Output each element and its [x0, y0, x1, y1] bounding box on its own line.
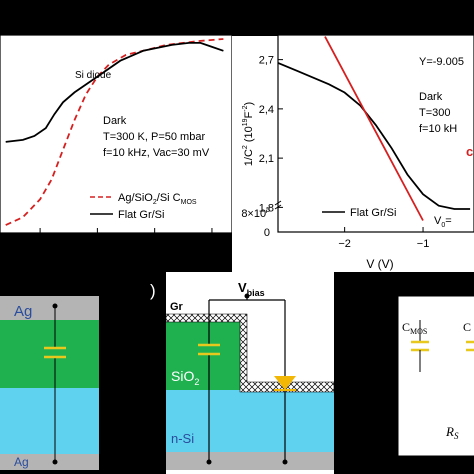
chart-a-xtick-label-0: −2: [34, 239, 47, 251]
diagram-e-frame: [397, 295, 474, 457]
diagram-d-diode-node-bottom: [282, 459, 288, 465]
diagram-d-gr-label: Gr: [170, 301, 184, 313]
chart-a-annotation-freq: f=10 kHz, Vac=30 mV: [103, 147, 210, 159]
diagram-d-vbias-label: Vbias: [238, 280, 265, 298]
chart-b-annotation-freq: f=10 kH: [419, 123, 457, 135]
diagram-d-bias-node: [244, 293, 250, 299]
chart-a-series-group: [5, 38, 224, 226]
chart-b-ytick-label-3: 2,7: [259, 55, 274, 67]
chart-a-series-line-0: [5, 38, 224, 226]
chart-a-legend-label-cmos: Ag/SiO2/Si CMOS: [118, 192, 197, 206]
panel-d-label: ): [150, 281, 156, 300]
chart-b-legend-label: Flat Gr/Si: [350, 207, 396, 219]
diagram-e-rs-label: RS: [445, 424, 459, 441]
chart-b-ytick-label-2: 2,4: [259, 104, 274, 116]
chart-a: −2 −1 0 1 Si diode Dark T=300 K, P=50 mbar …: [0, 34, 233, 271]
chart-b-ytick-label-0: 1,8: [259, 202, 274, 214]
chart-a-x-ticks: −2 −1 0 1: [34, 228, 215, 251]
chart-b-annotation-v0: V0=: [434, 215, 452, 229]
diagram-c-node-bottom: [52, 459, 58, 465]
chart-b-ytick-label-1: 2,1: [259, 153, 274, 165]
chart-b-xtick-label-1: −1: [417, 238, 430, 250]
chart-b-y-ticks: 1,8 2,1 2,4 2,7: [259, 55, 283, 214]
diagram-d-graphene-layer: [165, 313, 335, 393]
panel-b-label: (b): [235, 13, 259, 35]
chart-a-annotation-diode: Si diode: [75, 70, 112, 81]
chart-b-axis-break-1: [274, 200, 282, 206]
diagram-e-cmos-label: CMOS: [402, 320, 427, 336]
diagram-e-c2-label: C: [463, 320, 471, 334]
chart-b-frame: [277, 34, 474, 233]
chart-b-label-mask: [232, 0, 278, 36]
chart-b-ylabel: 1/C2 (1019F-2): [242, 102, 255, 166]
diagram-c-top-electrode: [0, 296, 99, 320]
chart-b-annotation-red: c: [466, 144, 473, 159]
chart-a-xlabel: V(V): [106, 257, 130, 271]
chart-b-series-line-1: [324, 36, 424, 221]
chart-a-annotation-temp: T=300 K, P=50 mbar: [103, 131, 205, 143]
chart-b-series-group: [277, 36, 471, 221]
diagram-c-top-label: Ag: [14, 303, 32, 320]
diagram-e-background: [398, 296, 474, 456]
chart-b-series-line-0: [277, 62, 471, 210]
chart-b-xlabel: V (V): [366, 257, 393, 271]
chart-b: (b) 1,8 2,1 2,4 2,7 −2 −1 8×105 0 1/C2 (1019…: [232, 0, 474, 272]
chart-a-xtick-label-3: 1: [209, 239, 215, 251]
diagram-d-diode-icon: [274, 376, 296, 390]
diagram-c-bottom-electrode: [0, 454, 99, 470]
chart-b-region-background: [232, 0, 474, 272]
diagram-d-cap-node-bottom: [206, 459, 212, 465]
diagram-d-sio2-label: SiO2: [171, 368, 199, 387]
chart-b-extra-ytick: 8×105: [241, 207, 270, 220]
diagram-c-node-top: [52, 303, 58, 309]
chart-b-annotation-temp: T=300: [419, 107, 451, 119]
diagram-c-oxide-layer: [0, 320, 99, 388]
diagram-d-bottom-electrode: [166, 452, 334, 470]
diagram-c-silicon-layer: [0, 388, 99, 454]
diagram-d-nsi-label: n-Si: [171, 431, 194, 446]
chart-a-annotation-dark: Dark: [103, 115, 127, 127]
chart-b-x-ticks: −2 −1: [338, 227, 429, 250]
chart-a-legend-label-flat: Flat Gr/Si: [118, 209, 164, 221]
diagram-c-bottom-label: Ag: [14, 455, 29, 469]
chart-a-series-line-1: [5, 42, 224, 143]
chart-a-xtick-label-2: 0: [152, 239, 158, 251]
chart-b-annotation-dark: Dark: [419, 91, 443, 103]
diagram-d-silicon: [166, 390, 334, 452]
chart-b-axis-break-2: [274, 204, 282, 210]
chart-b-annotation-fit: Y=-9.005: [419, 56, 464, 68]
diagram-d: ) Gr Vbias SiO2 n-Si: [150, 272, 335, 474]
chart-b-zero-ytick: 0: [264, 227, 270, 239]
chart-b-xtick-label-0: −2: [338, 238, 351, 250]
chart-a-xtick-label-1: −1: [91, 239, 104, 251]
diagram-c: Ag Ag: [0, 296, 99, 470]
chart-b-top-mask: [278, 0, 474, 35]
diagram-e: CMOS C RS: [397, 295, 474, 457]
diagram-d-oxide-block: [166, 322, 240, 390]
